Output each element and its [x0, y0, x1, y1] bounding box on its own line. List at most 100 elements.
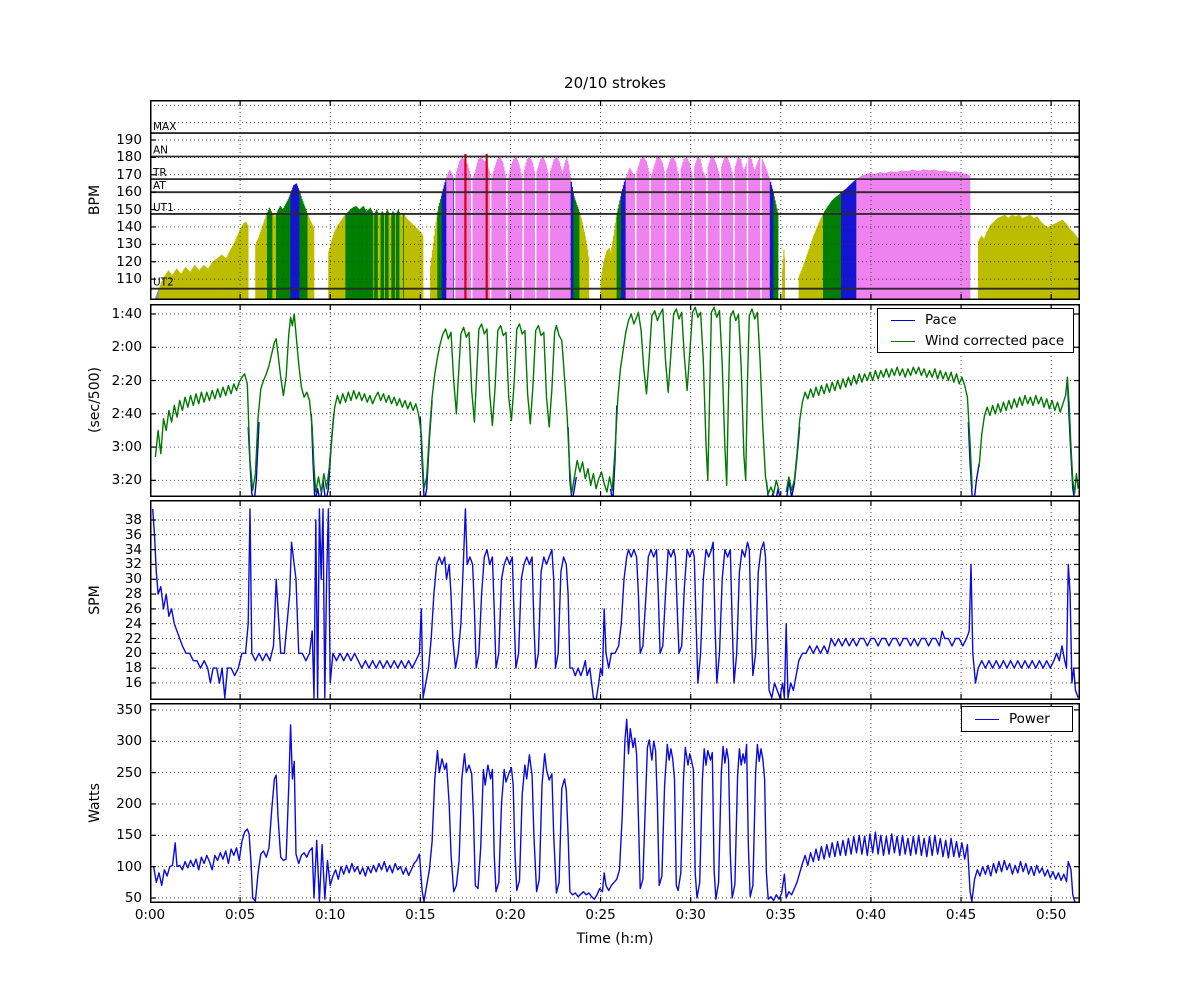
- axis-ticks: [151, 501, 1079, 699]
- bpm-y-tick-label: 120: [116, 253, 142, 270]
- pace-plot-border: [150, 304, 1080, 497]
- segment-break-line: [453, 100, 456, 300]
- segment-break-line: [506, 100, 508, 300]
- bpm-y-tick-label: 130: [116, 236, 142, 253]
- legend-label-power: Power: [1009, 711, 1050, 727]
- spm-plot-area: [150, 500, 1080, 700]
- segment-break-line: [679, 100, 681, 300]
- segment-break-line: [760, 100, 762, 300]
- pace-line: [247, 380, 1078, 497]
- x-tick-label: 0:50: [1035, 907, 1067, 923]
- spm-plot: [150, 500, 1080, 700]
- power-line: [152, 718, 1077, 903]
- segment-break-line: [746, 100, 749, 300]
- watts-y-tick-label: 300: [116, 733, 142, 750]
- watts-y-tick-label: 50: [124, 889, 142, 906]
- bpm-y-tick-label: 140: [116, 218, 142, 235]
- wind-corrected-pace-line-swatch-icon: [891, 340, 915, 342]
- spm-y-tick-label: 24: [124, 615, 142, 632]
- segment-break-line: [534, 100, 537, 300]
- pace-legend: Pace Wind corrected pace: [877, 308, 1074, 353]
- bpm-y-tick-label: 110: [116, 271, 142, 288]
- watts-plot-area: [150, 703, 1080, 903]
- power-line-swatch-icon: [975, 718, 999, 720]
- watts-y-tick-label: 250: [116, 764, 142, 781]
- watts-y-tick-label: 200: [116, 795, 142, 812]
- pace-line-swatch-icon: [891, 319, 915, 321]
- x-tick-label: 0:15: [405, 907, 436, 923]
- spm-y-tick-label: 18: [124, 660, 142, 677]
- segment-break-line: [649, 100, 651, 300]
- legend-item-power: Power: [975, 710, 1072, 728]
- chart-title: 20/10 strokes: [564, 74, 666, 92]
- spm-y-tick-label: 30: [124, 571, 142, 588]
- pace-y-tick-label: 3:20: [111, 472, 142, 489]
- x-tick-label: 0:40: [855, 907, 887, 923]
- grid: [150, 703, 1080, 903]
- pace-y-tick-label: 2:00: [111, 339, 142, 356]
- x-tick-label: 0:00: [134, 907, 166, 923]
- legend-label-pace: Pace: [925, 312, 957, 328]
- axis-ticks: [151, 101, 1079, 299]
- pace-y-tick-label: 1:40: [111, 305, 142, 322]
- x-axis-label: Time (h:m): [576, 931, 654, 947]
- spm-y-tick-label: 22: [124, 630, 142, 647]
- zone-label-ut1: UT1: [153, 202, 174, 214]
- x-tick-label: 0:10: [315, 907, 346, 923]
- bpm-plot-border: [150, 100, 1080, 300]
- x-tick-label: 0:45: [945, 907, 977, 923]
- x-tick-label: 0:30: [675, 907, 706, 923]
- spm-y-tick-label: 32: [124, 556, 142, 573]
- x-tick-label: 0:25: [585, 907, 616, 923]
- zone-label-ut2: UT2: [153, 277, 174, 289]
- spm-y-tick-label: 34: [124, 541, 142, 558]
- segment-break-line: [635, 100, 637, 300]
- spm-y-tick-label: 28: [124, 586, 142, 603]
- x-tick-label: 0:20: [495, 907, 526, 923]
- segment-break-line: [471, 100, 473, 300]
- spm-y-tick-label: 20: [124, 645, 142, 662]
- segment-break-line: [489, 100, 492, 300]
- segment-break-line: [692, 100, 695, 300]
- pace-y-tick-label: 3:00: [111, 439, 142, 456]
- pace-y-tick-label: 2:20: [111, 372, 142, 389]
- spm-plot-border: [150, 500, 1080, 700]
- segment-break-line: [733, 100, 735, 300]
- wind-corrected-pace-line: [154, 306, 1079, 495]
- axis-ticks: [151, 305, 1079, 496]
- spm-y-tick-label: 16: [124, 674, 142, 691]
- bpm-y-tick-label: 150: [116, 201, 142, 218]
- legend-label-wind-corrected-pace: Wind corrected pace: [925, 333, 1065, 349]
- zone-label-at: AT: [153, 180, 166, 192]
- segment-break-line: [522, 100, 524, 300]
- x-tick-label: 0:05: [224, 907, 256, 923]
- watts-plot-border: [150, 703, 1080, 903]
- legend-item-wind-corrected-pace: Wind corrected pace: [891, 332, 1073, 350]
- watts-y-tick-label: 150: [116, 827, 142, 844]
- bpm-y-tick-label: 190: [116, 132, 142, 148]
- spm-y-tick-label: 36: [124, 526, 142, 543]
- watts-plot: [150, 703, 1080, 903]
- x-tick-label: 0:35: [765, 907, 796, 923]
- watts-y-tick-label: 100: [116, 858, 142, 875]
- bpm-y-tick-label: 170: [116, 166, 142, 183]
- segment-break-line: [548, 100, 550, 300]
- segment-break-line: [664, 100, 667, 300]
- legend-item-pace: Pace: [891, 311, 1073, 329]
- grid: [150, 500, 1080, 700]
- spm-y-tick-label: 38: [124, 512, 142, 528]
- watts-y-tick-label: 350: [116, 701, 142, 718]
- red-marker-line: [464, 153, 467, 300]
- zone-label-max: MAX: [153, 121, 176, 133]
- bpm-y-tick-label: 180: [116, 149, 142, 166]
- power-legend: Power: [961, 706, 1073, 732]
- pace-y-tick-label: 2:40: [111, 405, 142, 422]
- zone-label-tr: TR: [152, 167, 167, 179]
- zone-label-an: AN: [153, 145, 168, 157]
- bpm-y-tick-label: 160: [116, 184, 142, 201]
- heart-rate-zone-fill: [155, 100, 1079, 300]
